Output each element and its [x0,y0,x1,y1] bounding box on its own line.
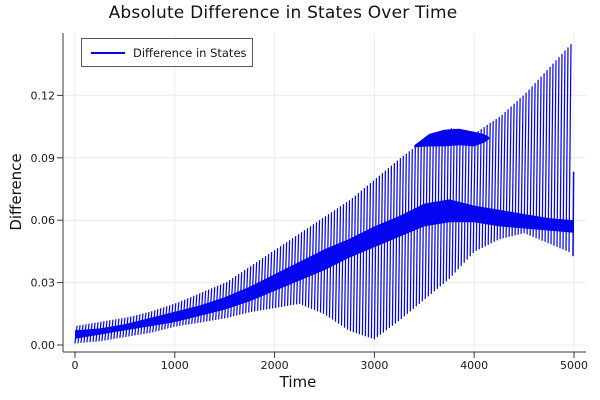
x-tick-label: 1000 [161,359,189,372]
x-tick-label: 5000 [560,359,588,372]
series-oscillation [74,43,572,344]
x-tick-label: 3000 [360,359,388,372]
legend-line-sample [91,51,125,54]
x-tick-label: 4000 [460,359,488,372]
series-final-segment [572,171,575,257]
x-axis-label: Time [279,373,317,391]
legend-entry-label: Difference in States [133,45,247,60]
legend: Difference in States [81,38,253,67]
y-tick-label: 0.00 [31,339,56,352]
x-tick-label: 0 [72,359,79,372]
chart-title: Absolute Difference in States Over Time [108,3,458,23]
y-tick-label: 0.03 [31,277,56,290]
y-tick-label: 0.12 [31,89,56,102]
y-tick-label: 0.09 [31,152,56,165]
x-tick-label: 2000 [261,359,289,372]
y-axis-label: Difference [7,153,25,231]
y-tick-label: 0.06 [31,214,56,227]
